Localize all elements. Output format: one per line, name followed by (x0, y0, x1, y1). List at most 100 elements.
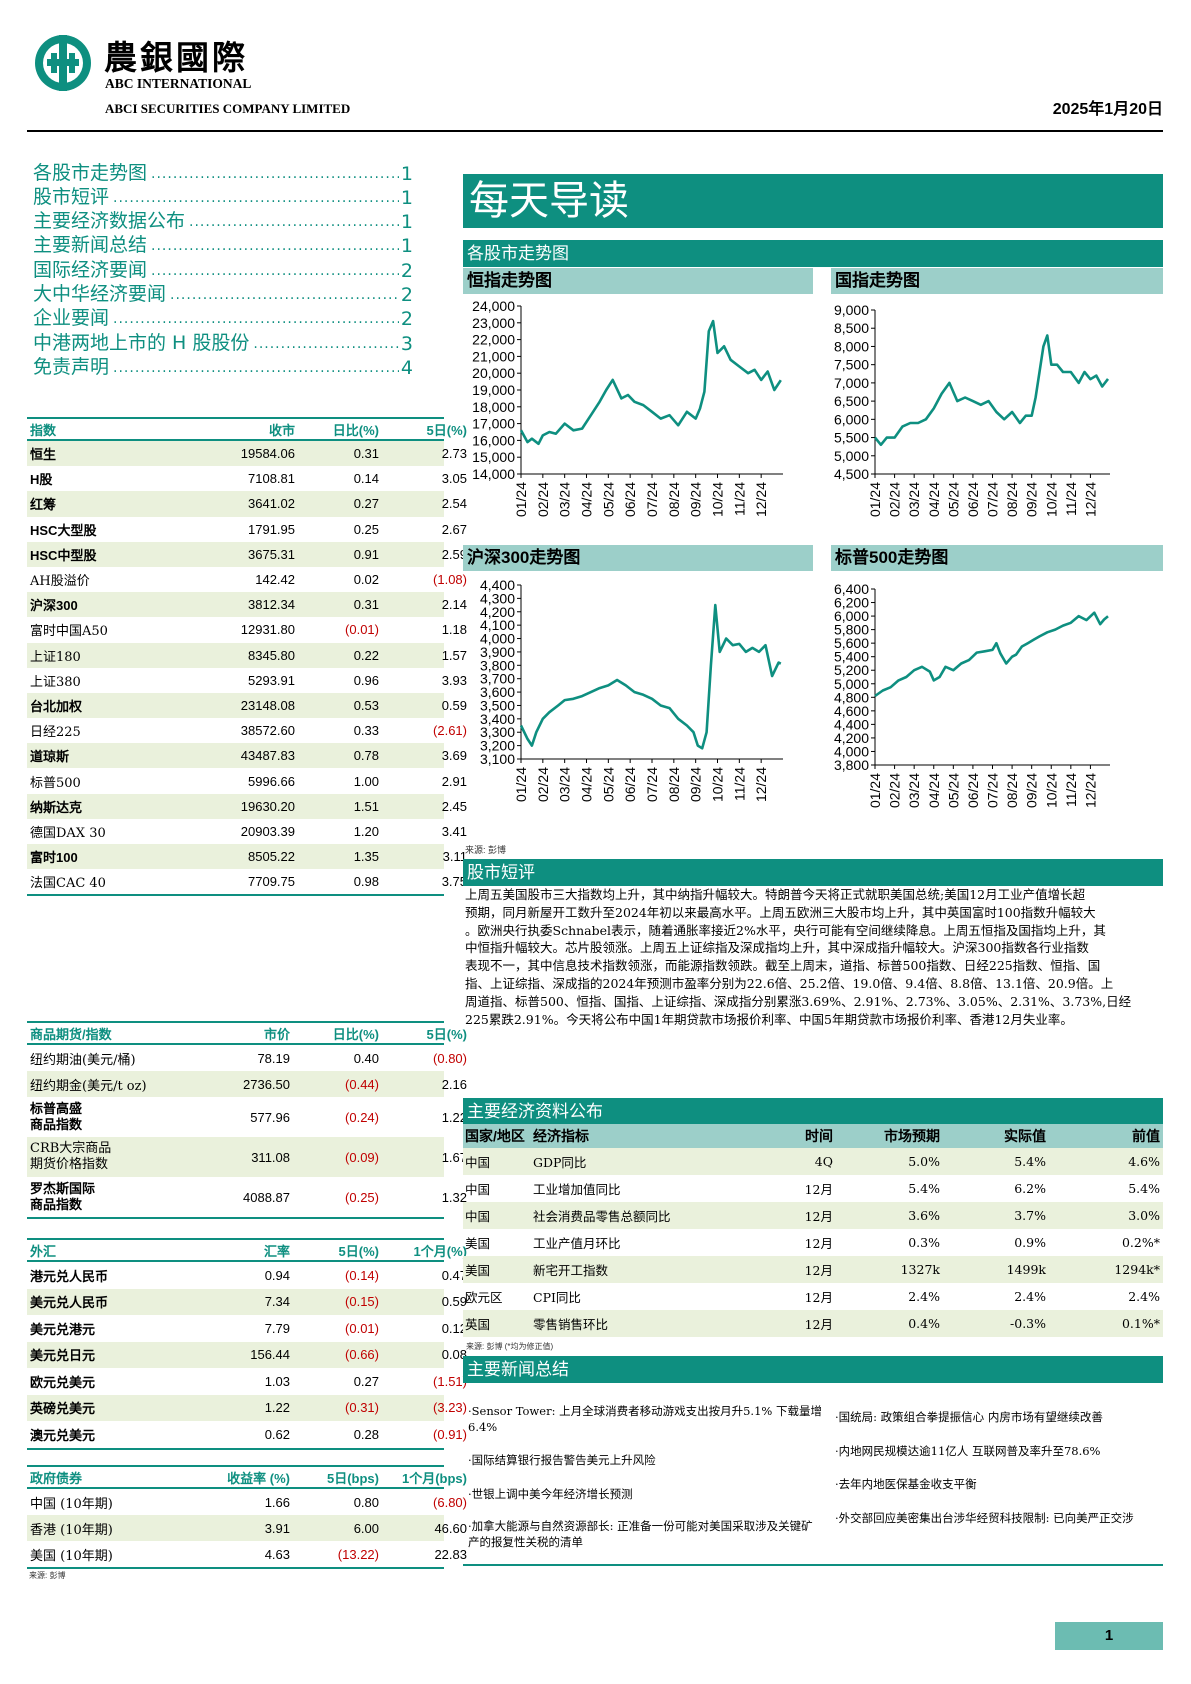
y-tick-label: 18,000 (472, 399, 515, 415)
y-tick-label: 5,500 (834, 430, 869, 446)
econ-header-row: 国家/地区 经济指标 时间 市场预期 实际值 前值 (463, 1124, 1163, 1148)
y-tick-label: 3,200 (480, 738, 515, 754)
table-bottom-rule (27, 1447, 444, 1450)
row-value: 3.75 (441, 874, 467, 890)
column-header: 日比(%) (332, 422, 379, 438)
table-row: 美元兑港元 7.79 (0.01) 0.12 (27, 1315, 467, 1342)
row-value: 0.59 (441, 697, 467, 713)
row-value: 22.83 (434, 1546, 467, 1562)
row-value: 0.59 (441, 1294, 467, 1310)
column-header: 指数 (30, 422, 57, 438)
row-value: (0.01) (345, 1320, 379, 1336)
row-value: 1.22 (264, 1400, 290, 1416)
table-row: 纽约期金(美元/t oz) 2736.50 (0.44) 2.16 (27, 1071, 467, 1097)
x-tick-label: 09/24 (1024, 773, 1040, 808)
row-value: 4.63 (264, 1546, 290, 1562)
econ-cell: 12月 (804, 1182, 833, 1197)
column-header: 5日(%) (426, 422, 467, 438)
toc-item[interactable]: 免责声明....................................… (33, 356, 413, 379)
table-row: 法国CAC 40 7709.75 0.98 3.75 (27, 869, 467, 894)
row-value: 46.60 (434, 1520, 467, 1536)
econ-cell: 6.2% (1014, 1181, 1046, 1196)
row-label: 美元兑人民币 (30, 1295, 109, 1311)
y-tick-label: 8,500 (834, 320, 869, 336)
row-value: 3.69 (441, 748, 467, 764)
news-item[interactable]: ·国际结算银行报告警告美元上升风险 (468, 1453, 656, 1467)
series-line (519, 319, 782, 446)
x-tick-label: 08/24 (1004, 482, 1020, 517)
commentary-title: 股市短评 (463, 859, 1163, 886)
toc-item[interactable]: 主要新闻总结..................................… (33, 234, 413, 257)
row-value: 142.42 (255, 572, 295, 588)
row-value: 3.91 (264, 1520, 290, 1536)
row-value: 0.40 (353, 1050, 379, 1066)
econ-cell: 12月 (804, 1290, 833, 1305)
news-item[interactable]: ·外交部回应美密集出台涉华经贸科技限制: 已向美严正交涉 (835, 1511, 1134, 1525)
econ-cell: 0.2%* (1121, 1235, 1160, 1250)
econ-row: 英国 零售销售环比 12月 0.4% -0.3% 0.1%* (463, 1310, 1163, 1337)
row-label: 港元兑人民币 (30, 1268, 109, 1284)
table-row: 美元兑人民币 7.34 (0.15) 0.59 (27, 1288, 467, 1315)
news-item[interactable]: ·去年内地医保基金收支平衡 (835, 1477, 977, 1491)
econ-cell: 4.6% (1128, 1154, 1160, 1169)
news-item[interactable]: ·世银上调中美今年经济增长预测 (468, 1487, 633, 1501)
econ-cell: 社会消费品零售总额同比 (533, 1209, 671, 1224)
econ-cell: 0.3% (908, 1235, 940, 1250)
table-row: 台北加权 23148.08 0.53 0.59 (27, 692, 467, 719)
toc-item[interactable]: 股市短评....................................… (33, 186, 413, 209)
column-header: 1个月(bps) (401, 1470, 467, 1486)
row-value: 0.31 (353, 446, 379, 462)
econ-cell: 美国 (465, 1263, 491, 1278)
x-tick-label: 06/24 (965, 773, 981, 808)
econ-cell: 12月 (804, 1263, 833, 1278)
row-value: 5996.66 (248, 773, 295, 789)
row-value: (0.91) (433, 1426, 467, 1442)
commentary-line: 预期，同月新屋开工数升至2024年初以来最高水平。上周五欧洲三大股市均上升，其中… (465, 904, 1096, 920)
y-tick-label: 22,000 (472, 332, 515, 348)
y-tick-label: 4,000 (834, 743, 869, 759)
x-tick-label: 01/24 (867, 773, 883, 808)
x-tick-label: 12/24 (1082, 482, 1098, 517)
row-value: 1.32 (441, 1189, 467, 1205)
row-value: (6.80) (433, 1494, 467, 1510)
y-tick-label: 15,000 (472, 449, 515, 465)
econ-cell: 3.7% (1014, 1208, 1046, 1223)
row-label: 欧元兑美元 (30, 1374, 96, 1390)
row-value: 2.16 (441, 1076, 467, 1092)
table-row: 上证180 8345.80 0.22 1.57 (27, 642, 467, 668)
toc-item[interactable]: 各股市走势图..................................… (33, 162, 413, 185)
table-row: AH股溢价 142.42 0.02 (1.08) (27, 567, 467, 592)
row-value: 1.57 (441, 647, 467, 663)
news-item[interactable]: ·Sensor Tower: 上月全球消费者移动游戏支出按月升5.1% 下载量增… (468, 1404, 822, 1434)
toc-item[interactable]: 国际经济要闻..................................… (33, 259, 413, 282)
row-value: 0.62 (264, 1426, 290, 1442)
x-tick-label: 06/24 (965, 482, 981, 517)
x-tick-label: 04/24 (926, 773, 942, 808)
table-row: 罗杰斯国际 商品指数 4088.87 (0.25) 1.32 (27, 1177, 467, 1217)
row-label: 纳斯达克 (30, 799, 83, 815)
table-bottom-rule (27, 1567, 444, 1569)
row-value: (13.22) (337, 1546, 379, 1562)
commentary-text: 上周五美国股市三大指数均上升，其中纳指升幅较大。特朗普今天将正式就职美国总统;美… (465, 886, 1160, 1028)
y-tick-label: 4,200 (480, 604, 515, 620)
toc-item[interactable]: 企业要闻....................................… (33, 307, 413, 330)
news-item[interactable]: ·内地网民规模达逾11亿人 互联网普及率升至78.6% (835, 1444, 1101, 1458)
column-header: 经济指标 (533, 1128, 589, 1144)
logo (33, 33, 93, 93)
row-value: 1791.95 (248, 521, 295, 537)
news-item[interactable]: ·国统局: 政策组合拳提振信心 内房市场有望继续改善 (835, 1410, 1103, 1424)
toc-item[interactable]: 主要经济数据公布................................… (33, 210, 413, 233)
row-value: (0.31) (345, 1400, 379, 1416)
toc-item[interactable]: 大中华经济要闻.................................… (33, 283, 413, 306)
news-item[interactable]: ·加拿大能源与自然资源部长: 正准备一份可能对美国采取涉及关键矿产的报复性关税的… (468, 1519, 813, 1549)
row-label: 中国 (10年期) (30, 1496, 113, 1512)
econ-cell: 中国 (465, 1209, 491, 1224)
toc-item[interactable]: 中港两地上市的 H 股股份...........................… (33, 332, 413, 355)
econ-row: 欧元区 CPI同比 12月 2.4% 2.4% 2.4% (463, 1283, 1163, 1310)
econ-cell: 2.4% (1014, 1289, 1046, 1304)
y-tick-label: 7,000 (834, 375, 869, 391)
hscei-chart: 4,500 5,000 5,500 6,000 6,500 7,000 7,500 8,000… (815, 296, 1163, 532)
row-value: 1.22 (441, 1109, 467, 1125)
column-header: 前值 (1132, 1128, 1160, 1144)
table-bottom-rule (27, 1217, 444, 1219)
